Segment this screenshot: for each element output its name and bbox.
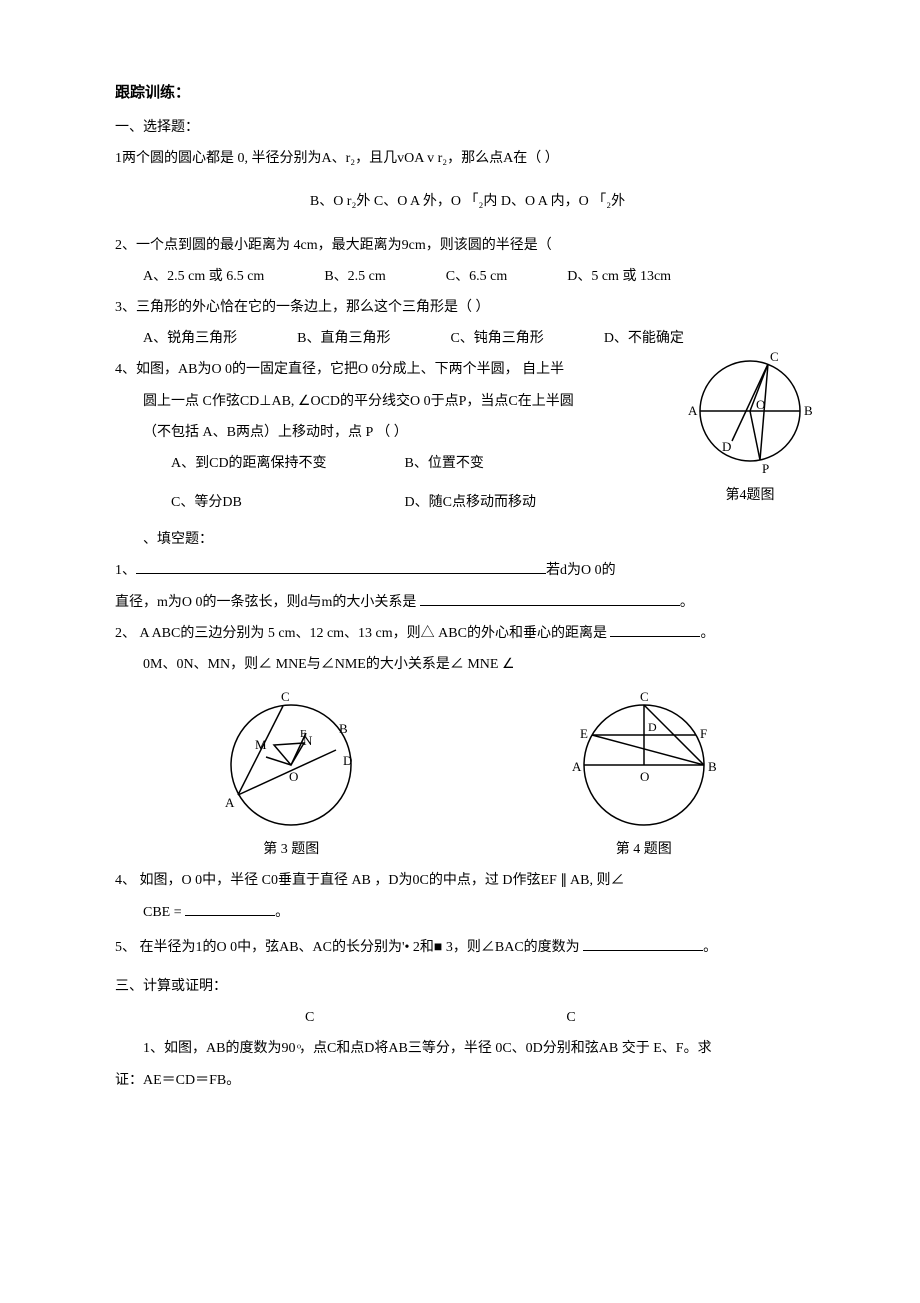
svg-text:A: A: [225, 795, 235, 810]
fill-q1-line2: 直径，m为O 0的一条弦长，则d与m的大小关系是 。: [115, 590, 820, 615]
section-1-heading: 一、选择题：: [115, 115, 820, 140]
svg-text:O: O: [756, 397, 765, 412]
svg-text:E: E: [300, 728, 307, 740]
fill-q5: 5、 在半径为1的O 0中，弦AB、AC的长分别为'• 2和■ 3，则∠BAC的…: [115, 935, 820, 960]
q4-figure-caption: 第4题图: [680, 483, 820, 508]
q2-stem: 2、一个点到圆的最小距离为 4cm，最大距离为9cm，则该圆的半径是（: [115, 233, 820, 258]
q2-opt-c: C、6.5 cm: [446, 264, 507, 289]
tracking-title: 跟踪训练：: [115, 80, 820, 107]
fill-q2-text: 2、 A ABC的三边分别为 5 cm、12 cm、13 cm，则△ ABC的外…: [115, 626, 607, 641]
svg-text:M: M: [255, 737, 267, 752]
q2-options: A、2.5 cm 或 6.5 cm B、2.5 cm C、6.5 cm D、5 …: [115, 264, 820, 289]
fill-q3-line: 0M、0N、MN，则∠ MNE与∠NME的大小关系是∠ MNE ∠: [115, 652, 820, 677]
fill-q1-l2b: 。: [680, 595, 694, 610]
fig3-wrap: C B M N E D O A 第 3 题图: [201, 685, 381, 862]
q2-opt-a: A、2.5 cm 或 6.5 cm: [143, 264, 264, 289]
fill-q4-l2b: 。: [275, 905, 289, 920]
section-2-heading: 、填空题：: [115, 527, 820, 552]
q4-figure-wrap: C O A B D P 第4题图: [680, 351, 820, 508]
svg-text:A: A: [572, 759, 582, 774]
proof-q1-line2: 证：AE＝CD＝FB。: [115, 1068, 820, 1093]
q3-opt-c: C、钝角三角形: [450, 326, 543, 351]
blank: [610, 622, 700, 637]
svg-text:D: D: [722, 439, 731, 454]
q3-stem: 3、三角形的外心恰在它的一条边上，那么这个三角形是（ ）: [115, 295, 820, 320]
q3-opt-a: A、锐角三角形: [143, 326, 237, 351]
blank: [420, 591, 680, 606]
q1-options: B、O r₂外 C、O A 外，O 「₂内 D、O A 内，O 「₂外: [115, 189, 820, 214]
fill-q1-b: 若d为O 0的: [546, 563, 616, 578]
q4-opt-a: A、到CD的距离保持不变: [171, 451, 401, 476]
fig3-caption: 第 3 题图: [201, 837, 381, 862]
fill-q4-line2: CBE = 。: [115, 900, 820, 925]
svg-text:O: O: [289, 769, 298, 784]
svg-text:A: A: [688, 403, 698, 418]
fill-q5-b: 。: [703, 940, 717, 955]
q4-opt-b: B、位置不变: [405, 456, 484, 471]
section-3-heading: 三、计算或证明：: [115, 974, 820, 999]
svg-text:B: B: [804, 403, 813, 418]
q3-options: A、锐角三角形 B、直角三角形 C、钝角三角形 D、不能确定: [115, 326, 820, 351]
svg-text:O: O: [640, 769, 649, 784]
figure-row: C B M N E D O A 第 3 题图 C D E F A B O 第 4…: [115, 685, 820, 862]
fill-q2: 2、 A ABC的三边分别为 5 cm、12 cm、13 cm，则△ ABC的外…: [115, 621, 820, 646]
proof-q1-line1: 1、如图，AB的度数为90 ͦ，点C和点D将AB三等分，半径 0C、0D分别和弦…: [115, 1036, 820, 1061]
q2-opt-b: B、2.5 cm: [324, 264, 385, 289]
svg-text:E: E: [580, 726, 588, 741]
fig4-wrap: C D E F A B O 第 4 题图: [554, 685, 734, 862]
sec3-cc-line: C C: [115, 1005, 820, 1030]
blank: [583, 936, 703, 951]
fig3-svg: C B M N E D O A: [201, 685, 381, 835]
fill-q4-l2a: CBE =: [143, 905, 182, 920]
q4-opt-d: D、随C点移动而移动: [405, 495, 536, 510]
svg-text:B: B: [708, 759, 717, 774]
fill-q5-a: 5、 在半径为1的O 0中，弦AB、AC的长分别为'• 2和■ 3，则∠BAC的…: [115, 940, 580, 955]
svg-text:D: D: [648, 720, 657, 734]
svg-text:C: C: [770, 351, 779, 364]
svg-text:C: C: [640, 689, 649, 704]
fig4-caption: 第 4 题图: [554, 837, 734, 862]
svg-text:P: P: [762, 461, 769, 476]
q3-opt-b: B、直角三角形: [297, 326, 390, 351]
fig4-svg: C D E F A B O: [554, 685, 734, 835]
fill-q2-end: 。: [700, 626, 714, 641]
q4-opt-c: C、等分DB: [171, 490, 401, 515]
q4-figure-svg: C O A B D P: [680, 351, 820, 481]
q2-opt-d: D、5 cm 或 13cm: [567, 264, 671, 289]
q1-stem: 1两个圆的圆心都是 0, 半径分别为A、r₂，且几vOA v r₂，那么点A在（…: [115, 146, 820, 171]
svg-text:D: D: [343, 753, 352, 768]
q3-opt-d: D、不能确定: [604, 326, 684, 351]
blank: [185, 901, 275, 916]
fill-q4-line1: 4、 如图，O 0中，半径 C0垂直于直径 AB ，D为0C的中点，过 D作弦E…: [115, 868, 820, 893]
fill-q1-l2a: 直径，m为O 0的一条弦长，则d与m的大小关系是: [115, 595, 416, 610]
blank: [136, 559, 546, 574]
svg-text:C: C: [281, 689, 290, 704]
svg-text:B: B: [339, 721, 348, 736]
fill-q1-a: 1、: [115, 563, 136, 578]
svg-text:F: F: [700, 726, 707, 741]
fill-q1: 1、 若d为O 0的: [115, 558, 820, 583]
